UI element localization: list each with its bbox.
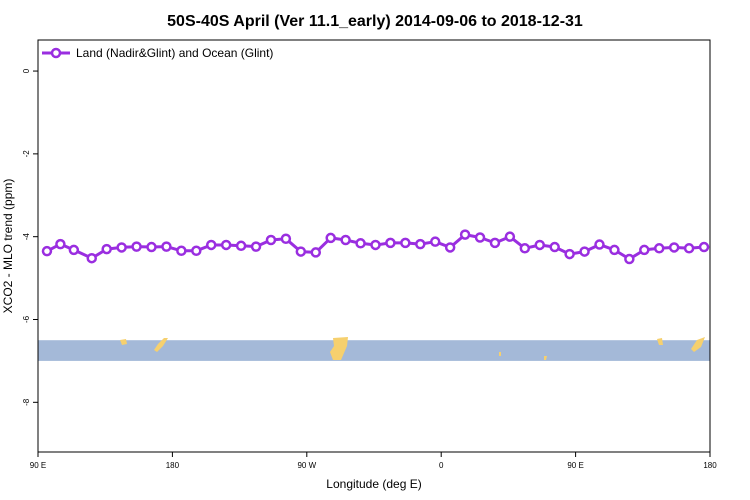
data-point	[250, 241, 262, 252]
data-point	[609, 244, 620, 256]
data-point	[624, 253, 635, 265]
y-tick-label: -6	[22, 315, 31, 323]
legend-label: Land (Nadir&Glint) and Ocean (Glint)	[76, 46, 273, 60]
data-point	[519, 243, 531, 254]
data-point	[564, 248, 575, 260]
data-point	[504, 231, 516, 242]
data-point	[101, 243, 112, 255]
data-point	[489, 237, 501, 249]
data-point	[474, 232, 486, 243]
x-axis-label: Longitude (deg E)	[326, 477, 421, 491]
land-patch	[120, 339, 127, 345]
x-tick-label: 90 E	[30, 461, 46, 470]
data-point	[594, 239, 605, 250]
ocean-band	[38, 340, 710, 361]
data-point	[116, 242, 127, 253]
data-point	[444, 242, 456, 253]
y-axis-label: XCO2 - MLO trend (ppm)	[1, 179, 15, 314]
data-point	[579, 246, 590, 257]
data-point	[265, 234, 277, 246]
y-tick-label: -8	[22, 398, 31, 406]
data-point	[131, 241, 142, 252]
land-patch	[499, 352, 501, 356]
legend-point-marker	[50, 47, 62, 59]
plot-frame	[37, 39, 711, 453]
data-point	[683, 243, 695, 254]
y-axis: 0 -2 -4 -6 -8	[22, 68, 38, 406]
data-point	[310, 247, 322, 258]
data-point	[429, 236, 441, 247]
data-point	[220, 239, 232, 251]
data-point	[68, 244, 80, 256]
land-patch	[154, 338, 168, 352]
land-ocean-band	[38, 337, 710, 361]
legend: Land (Nadir&Glint) and Ocean (Glint)	[42, 46, 273, 60]
data-point	[295, 246, 307, 257]
data-point	[653, 243, 665, 254]
data-point	[280, 233, 292, 245]
data-point	[340, 234, 351, 246]
data-point	[370, 239, 381, 251]
data-point	[41, 245, 53, 257]
data-point	[698, 241, 710, 253]
data-point	[459, 229, 471, 240]
y-tick-label: -2	[22, 150, 31, 158]
x-tick-label: 90 W	[297, 461, 316, 470]
data-point	[86, 252, 98, 264]
x-tick-label: 180	[166, 461, 180, 470]
y-tick-label: 0	[22, 68, 31, 73]
data-point	[534, 239, 546, 251]
x-tick-label: 90 E	[567, 461, 583, 470]
data-point	[146, 241, 157, 253]
data-point	[235, 240, 247, 252]
data-point	[415, 238, 426, 250]
data-point	[549, 241, 560, 253]
data-point	[325, 232, 336, 244]
data-point	[191, 245, 202, 257]
x-axis: 90 E 180 90 W 0 90 E 180	[30, 452, 717, 470]
land-patch	[544, 356, 547, 360]
data-point	[161, 241, 172, 252]
data-point	[205, 239, 217, 251]
data-point	[355, 238, 366, 249]
land-patch	[330, 337, 348, 360]
data-point	[55, 238, 66, 250]
land-patch	[691, 337, 705, 352]
series-layer	[41, 229, 710, 265]
x-tick-label: 180	[703, 461, 717, 470]
data-point	[639, 244, 650, 256]
data-point	[385, 237, 396, 249]
y-tick-label: -4	[22, 233, 31, 241]
land-patch	[657, 338, 663, 345]
data-point	[668, 242, 680, 253]
data-point	[400, 237, 411, 249]
x-tick-label: 0	[439, 461, 444, 470]
data-point	[176, 245, 187, 257]
chart-title: 50S-40S April (Ver 11.1_early) 2014-09-0…	[167, 13, 583, 30]
